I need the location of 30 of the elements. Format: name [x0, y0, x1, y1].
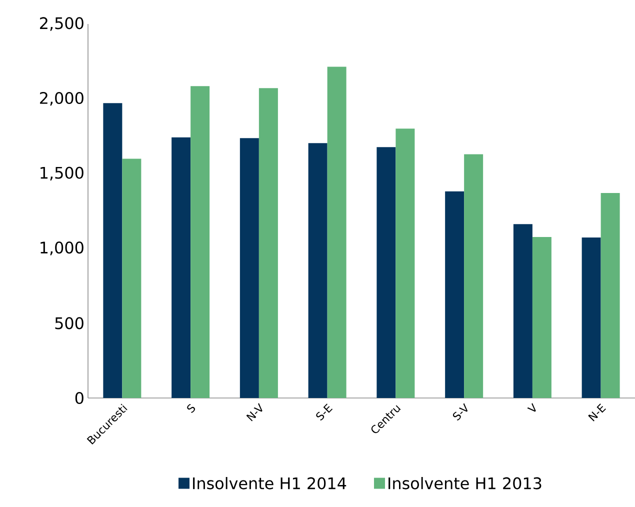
y-tick-label: 2,000 [40, 92, 84, 106]
x-tick-label: S-E [316, 404, 333, 421]
bar [240, 138, 259, 398]
legend-label: Insolvente H1 2013 [388, 476, 542, 490]
x-tick-label: S [187, 404, 196, 413]
legend-label: Insolvente H1 2014 [193, 476, 346, 490]
bar [258, 88, 278, 398]
bar [445, 191, 464, 398]
y-tick-label: 1,000 [40, 242, 84, 256]
x-tick-label: N-V [246, 403, 262, 422]
bar [376, 147, 396, 398]
bar [122, 158, 142, 398]
bar [600, 193, 620, 398]
bar [532, 237, 552, 398]
bar [513, 224, 532, 398]
bar [327, 66, 346, 398]
y-tick-label: 1,500 [40, 166, 84, 180]
bar [103, 103, 122, 398]
bar [308, 143, 328, 398]
bar [582, 237, 601, 398]
y-tick-label: 500 [55, 317, 84, 330]
y-tick-label: 2,500 [40, 17, 84, 31]
bar [396, 128, 415, 398]
y-tick-label: 0 [75, 392, 84, 404]
x-tick-label: S-V [452, 403, 468, 421]
x-tick-label: V [527, 403, 536, 412]
bar [190, 86, 210, 398]
x-tick-label: N-E [588, 404, 606, 422]
bar [464, 154, 484, 398]
bar [172, 137, 191, 398]
